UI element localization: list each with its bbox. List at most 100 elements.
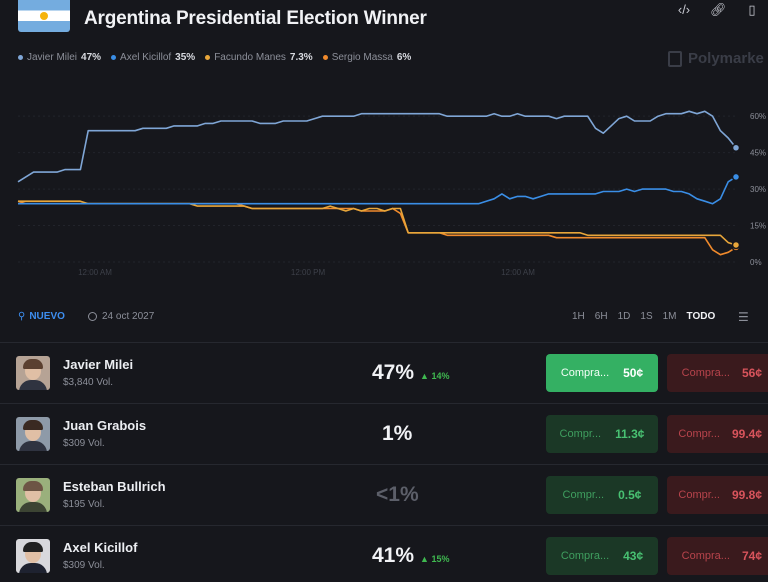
outcome-row[interactable]: Juan Grabois $309 Vol. 1% Compr... 11.3¢…: [0, 403, 768, 464]
buy-price: 50¢: [623, 366, 644, 380]
legend-name: Facundo Manes: [214, 52, 286, 63]
buy-no-button[interactable]: Compra... 74¢: [667, 537, 768, 575]
range-1s[interactable]: 1S: [640, 311, 653, 322]
candidate-volume: $3,840 Vol.: [63, 377, 114, 388]
buy-price: 0.5¢: [618, 488, 642, 502]
y-tick-label: 60%: [750, 112, 766, 121]
avatar-hair: [23, 420, 43, 430]
y-tick-label: 30%: [750, 185, 766, 194]
candidate-name: Javier Milei: [63, 357, 134, 372]
code-icon[interactable]: ‹/›: [677, 2, 691, 17]
sell-label: Compra...: [681, 550, 730, 562]
chart-controls: ⚲ NUEVO 24 oct 2027 1H 6H 1D 1S 1M TODO …: [0, 306, 768, 328]
polymarket-logo: Polymarke: [668, 50, 764, 67]
candidate-probability: <1%: [376, 483, 419, 507]
avatar-hair: [23, 542, 43, 552]
legend-name: Sergio Massa: [331, 52, 393, 63]
sell-price: 99.8¢: [731, 488, 762, 502]
range-1m[interactable]: 1M: [662, 311, 677, 322]
range-1d[interactable]: 1D: [617, 311, 631, 322]
range-todo[interactable]: TODO: [686, 311, 716, 322]
outcomes-list: Javier Milei $3,840 Vol. 47% ▲ 14% Compr…: [0, 342, 768, 582]
polymarket-icon: [668, 50, 682, 67]
series-line-axel-kicillof: [18, 176, 737, 205]
candidate-volume: $309 Vol.: [63, 560, 105, 571]
range-6h[interactable]: 6H: [594, 311, 608, 322]
settings-icon[interactable]: ☰: [738, 310, 749, 324]
outcome-row[interactable]: Esteban Bullrich $195 Vol. <1% Compr... …: [0, 464, 768, 525]
link-icon[interactable]: 🔗︎: [710, 2, 727, 17]
legend-dot-icon: [205, 55, 211, 60]
candidate-probability: 41% ▲ 15%: [372, 544, 449, 568]
probability-value: 1%: [382, 422, 413, 445]
header-actions: ‹/› 🔗︎ ▯: [676, 2, 760, 18]
candidate-volume: $195 Vol.: [63, 499, 105, 510]
legend-name: Axel Kicillof: [120, 52, 172, 63]
y-tick-label: 15%: [750, 222, 766, 231]
legend-pct: 6%: [396, 52, 412, 63]
legend-name: Javier Milei: [27, 52, 78, 63]
buy-yes-button[interactable]: Compra... 50¢: [546, 354, 658, 392]
buy-price: 43¢: [623, 549, 644, 563]
x-tick-label: 12:00 PM: [291, 268, 326, 277]
probability-change: ▲ 14%: [420, 371, 450, 381]
buy-label: Compra...: [560, 550, 610, 562]
probability-value: 47%: [372, 361, 415, 384]
new-badge: ⚲ NUEVO: [18, 311, 65, 322]
change-value: 15%: [431, 554, 450, 564]
legend-pct: 7.3%: [289, 52, 313, 63]
brand-label: Polymarke: [688, 50, 764, 67]
candidate-probability: 47% ▲ 14%: [372, 361, 449, 385]
probability-value: 41%: [372, 544, 415, 567]
time-range-selector: 1H 6H 1D 1S 1M TODO: [572, 311, 715, 322]
buy-no-button[interactable]: Compr... 99.8¢: [667, 476, 768, 514]
candidate-name: Juan Grabois: [63, 418, 147, 433]
avatar-body: [19, 563, 47, 573]
buy-yes-button[interactable]: Compr... 0.5¢: [546, 476, 658, 514]
bookmark-icon[interactable]: ▯: [748, 2, 756, 17]
sell-price: 99.4¢: [731, 427, 762, 441]
flag-sun: [40, 12, 48, 20]
legend-item: Axel Kicillof 35%: [111, 52, 195, 63]
range-1h[interactable]: 1H: [572, 311, 585, 322]
candidate-volume: $309 Vol.: [63, 438, 105, 449]
outcome-row[interactable]: Axel Kicillof $309 Vol. 41% ▲ 15% Compra…: [0, 525, 768, 582]
x-tick-label: 12:00 AM: [501, 268, 535, 277]
avatar-hair: [23, 481, 43, 491]
legend-dot-icon: [322, 55, 328, 60]
avatar-hair: [23, 359, 43, 369]
buy-yes-button[interactable]: Compra... 43¢: [546, 537, 658, 575]
legend-dot-icon: [111, 55, 117, 60]
candidate-name: Esteban Bullrich: [63, 479, 166, 494]
price-chart[interactable]: 60% 45% 30% 15% 0% 12:00 AM 12:00 PM 12:00 AM: [0, 80, 768, 280]
avatar-body: [19, 441, 47, 451]
candidate-probability: 1%: [382, 422, 412, 446]
buy-no-button[interactable]: Compra... 56¢: [667, 354, 768, 392]
outcome-row[interactable]: Javier Milei $3,840 Vol. 47% ▲ 14% Compr…: [0, 342, 768, 403]
change-value: 14%: [431, 371, 450, 381]
sell-price: 56¢: [741, 366, 762, 380]
legend-pct: 47%: [81, 52, 102, 63]
page-title: Argentina Presidential Election Winner: [84, 8, 427, 29]
buy-price: 11.3¢: [615, 427, 645, 441]
end-date: 24 oct 2027: [88, 311, 154, 322]
series-end-point: [731, 172, 741, 182]
buy-label: Compr...: [562, 489, 605, 501]
legend-pct: 35%: [175, 52, 196, 63]
trophy-icon: ⚲: [18, 311, 26, 322]
legend-dot-icon: [18, 55, 23, 60]
series-line-javier-milei: [17, 110, 737, 183]
argentina-flag-icon: [18, 0, 70, 32]
sell-label: Compr...: [678, 489, 720, 501]
x-tick-label: 12:00 AM: [78, 268, 112, 277]
buy-label: Compr...: [559, 428, 602, 440]
buy-label: Compra...: [560, 367, 610, 379]
series-end-point: [731, 240, 741, 250]
header: Argentina Presidential Election Winner ‹…: [0, 0, 768, 40]
buy-no-button[interactable]: Compr... 99.4¢: [667, 415, 768, 453]
candidate-name: Axel Kicillof: [63, 540, 138, 555]
probability-change: ▲ 15%: [420, 554, 450, 564]
avatar-body: [19, 502, 47, 512]
new-label: NUEVO: [29, 311, 65, 322]
buy-yes-button[interactable]: Compr... 11.3¢: [546, 415, 658, 453]
